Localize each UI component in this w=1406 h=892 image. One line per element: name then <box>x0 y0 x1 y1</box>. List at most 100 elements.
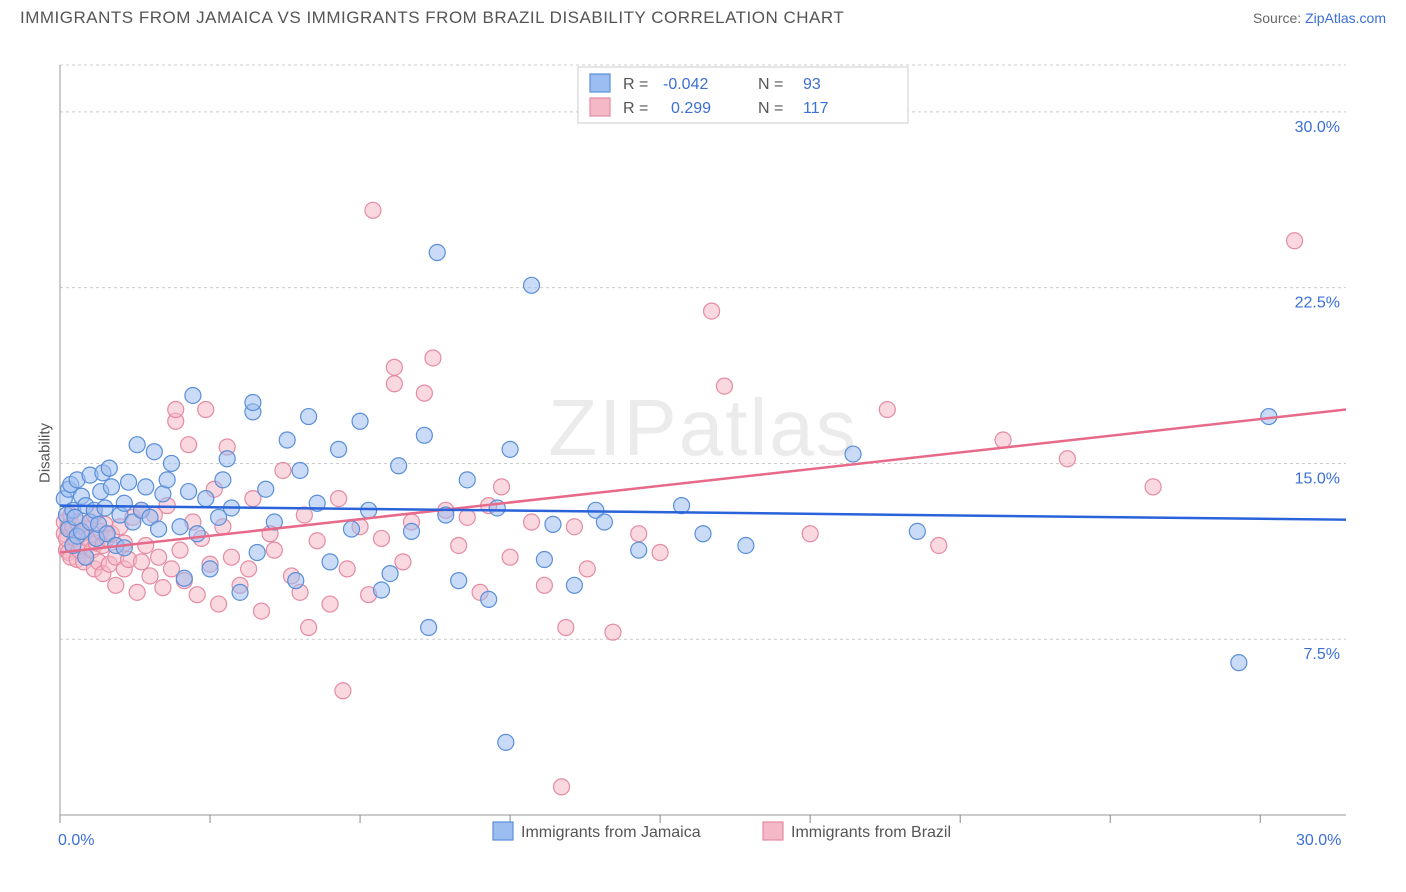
data-point-brazil <box>309 533 325 549</box>
trendline-jamaica <box>60 506 1346 520</box>
y-axis-label: Disability <box>37 422 54 482</box>
source-attribution: Source: ZipAtlas.com <box>1253 10 1386 26</box>
data-point-jamaica <box>498 734 514 750</box>
data-point-jamaica <box>404 523 420 539</box>
data-point-brazil <box>335 683 351 699</box>
data-point-brazil <box>536 577 552 593</box>
data-point-brazil <box>1059 451 1075 467</box>
x-end-label: 30.0% <box>1296 832 1341 849</box>
data-point-brazil <box>931 537 947 553</box>
data-point-jamaica <box>459 472 475 488</box>
data-point-jamaica <box>502 441 518 457</box>
data-point-brazil <box>451 537 467 553</box>
data-point-brazil <box>605 624 621 640</box>
data-point-jamaica <box>249 545 265 561</box>
data-point-jamaica <box>382 566 398 582</box>
stat-n1: 93 <box>803 76 821 93</box>
data-point-brazil <box>416 385 432 401</box>
data-point-jamaica <box>163 455 179 471</box>
stat-r-label: R = <box>623 76 648 93</box>
data-point-jamaica <box>374 582 390 598</box>
data-point-brazil <box>181 437 197 453</box>
data-point-brazil <box>386 359 402 375</box>
data-point-brazil <box>133 554 149 570</box>
data-point-brazil <box>223 549 239 565</box>
source-link[interactable]: ZipAtlas.com <box>1305 10 1386 26</box>
data-point-brazil <box>425 350 441 366</box>
data-point-brazil <box>301 620 317 636</box>
data-point-jamaica <box>524 277 540 293</box>
data-point-jamaica <box>343 521 359 537</box>
source-prefix: Source: <box>1253 10 1305 26</box>
data-point-jamaica <box>301 409 317 425</box>
data-point-jamaica <box>1231 655 1247 671</box>
data-point-jamaica <box>361 502 377 518</box>
data-point-brazil <box>266 542 282 558</box>
data-point-brazil <box>631 526 647 542</box>
data-point-brazil <box>579 561 595 577</box>
legend-swatch-jamaica <box>590 74 610 92</box>
data-point-brazil <box>211 596 227 612</box>
data-point-jamaica <box>97 500 113 516</box>
chart-container: Disability 7.5% 15.0% 22.5% 30.0% ZIPatlas 0.… <box>20 45 1386 860</box>
data-point-jamaica <box>545 516 561 532</box>
data-point-jamaica <box>258 481 274 497</box>
data-point-brazil <box>168 402 184 418</box>
data-point-jamaica <box>185 387 201 403</box>
data-point-brazil <box>879 402 895 418</box>
data-point-jamaica <box>279 432 295 448</box>
data-point-brazil <box>995 432 1011 448</box>
data-point-jamaica <box>451 573 467 589</box>
data-point-jamaica <box>429 245 445 261</box>
data-point-brazil <box>802 526 818 542</box>
data-point-jamaica <box>215 472 231 488</box>
y-tick-label: 15.0% <box>1295 470 1340 487</box>
data-point-jamaica <box>129 437 145 453</box>
data-point-jamaica <box>322 554 338 570</box>
data-point-jamaica <box>176 570 192 586</box>
data-point-brazil <box>142 568 158 584</box>
data-point-brazil <box>339 561 355 577</box>
data-point-brazil <box>704 303 720 319</box>
data-point-brazil <box>138 537 154 553</box>
data-point-brazil <box>524 514 540 530</box>
data-point-brazil <box>155 580 171 596</box>
data-point-brazil <box>374 530 390 546</box>
data-point-brazil <box>189 587 205 603</box>
stat-n-label: N = <box>758 76 783 93</box>
data-point-jamaica <box>138 479 154 495</box>
data-point-jamaica <box>331 441 347 457</box>
y-tick-label: 30.0% <box>1295 119 1340 136</box>
data-point-brazil <box>322 596 338 612</box>
data-point-jamaica <box>391 458 407 474</box>
stat-r2: 0.299 <box>671 100 711 117</box>
legend-label-brazil: Immigrants from Brazil <box>791 824 951 841</box>
data-point-brazil <box>558 620 574 636</box>
data-point-brazil <box>386 376 402 392</box>
data-point-brazil <box>502 549 518 565</box>
data-point-brazil <box>198 402 214 418</box>
data-point-jamaica <box>198 491 214 507</box>
data-point-jamaica <box>151 521 167 537</box>
data-point-jamaica <box>219 451 235 467</box>
data-point-jamaica <box>288 573 304 589</box>
data-point-brazil <box>554 779 570 795</box>
data-point-jamaica <box>481 591 497 607</box>
data-point-brazil <box>566 519 582 535</box>
data-point-jamaica <box>101 460 117 476</box>
watermark: ZIPatlas <box>548 383 857 472</box>
y-tick-label: 7.5% <box>1304 646 1340 663</box>
data-point-jamaica <box>189 526 205 542</box>
data-point-jamaica <box>181 484 197 500</box>
data-point-jamaica <box>292 462 308 478</box>
y-tick-label: 22.5% <box>1295 295 1340 312</box>
data-point-brazil <box>151 549 167 565</box>
stat-n2: 117 <box>803 100 829 117</box>
data-point-jamaica <box>596 514 612 530</box>
data-point-jamaica <box>631 542 647 558</box>
data-point-jamaica <box>845 446 861 462</box>
data-point-jamaica <box>116 540 132 556</box>
data-point-jamaica <box>78 549 94 565</box>
data-point-brazil <box>365 202 381 218</box>
data-point-jamaica <box>116 495 132 511</box>
